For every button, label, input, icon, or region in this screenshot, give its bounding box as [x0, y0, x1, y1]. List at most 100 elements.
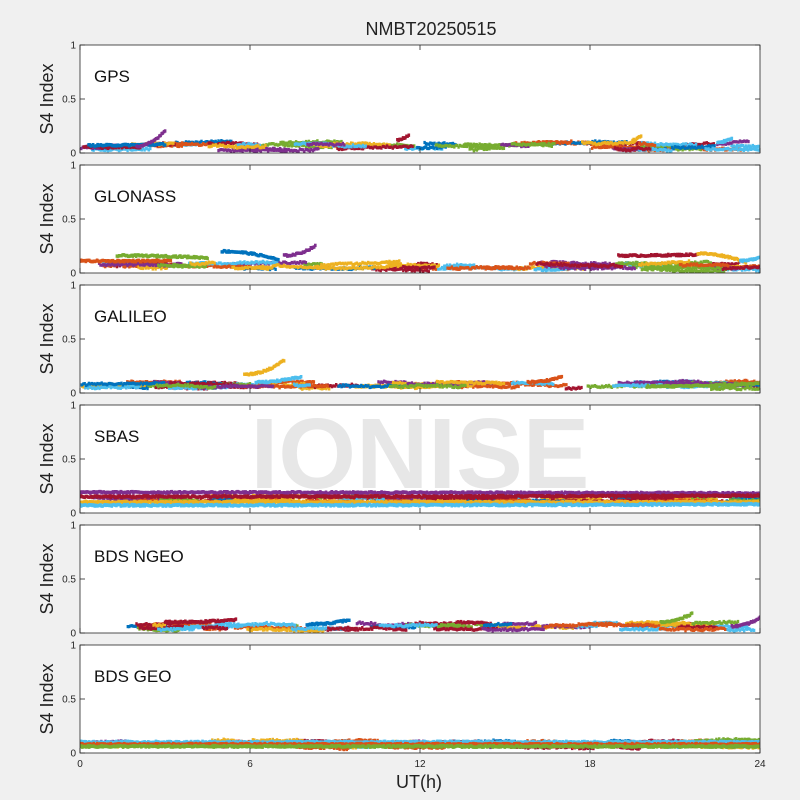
data-point — [549, 268, 552, 272]
data-point — [406, 262, 409, 266]
data-point — [188, 142, 191, 146]
data-point — [254, 265, 257, 269]
data-point — [705, 259, 708, 263]
data-point — [452, 267, 455, 271]
data-point — [284, 261, 288, 265]
data-point — [756, 148, 760, 152]
data-point — [616, 142, 619, 146]
y-tick-label: 1 — [70, 41, 76, 52]
data-point — [702, 141, 706, 145]
data-point — [437, 263, 441, 267]
data-point — [218, 148, 222, 152]
data-point — [667, 148, 670, 152]
data-point — [346, 146, 349, 150]
y-tick-label: 0.5 — [62, 215, 76, 226]
data-point — [130, 148, 133, 152]
data-point — [754, 145, 757, 149]
data-point — [393, 268, 396, 272]
data-point — [396, 142, 399, 146]
data-point — [250, 260, 253, 264]
data-point — [262, 143, 265, 147]
data-point — [669, 264, 672, 268]
data-point — [643, 265, 647, 269]
data-point — [578, 266, 581, 270]
data-point — [186, 142, 189, 147]
data-point — [564, 262, 567, 267]
data-point — [317, 142, 320, 146]
data-point — [487, 146, 490, 150]
data-point — [362, 141, 366, 145]
data-point — [599, 142, 602, 146]
data-point — [596, 145, 600, 149]
data-point — [147, 148, 150, 152]
data-point — [672, 142, 675, 146]
data-point — [641, 262, 644, 266]
data-point — [619, 265, 622, 269]
data-point — [422, 270, 425, 273]
data-point — [670, 149, 673, 153]
data-point — [232, 261, 235, 265]
data-point — [106, 263, 109, 267]
data-point — [202, 262, 205, 266]
data-point — [659, 268, 662, 272]
data-point — [526, 141, 529, 145]
data-point — [120, 146, 124, 150]
data-point — [685, 263, 689, 267]
data-point — [363, 145, 366, 149]
data-point — [251, 145, 254, 149]
data-point — [437, 141, 440, 145]
data-point — [698, 261, 701, 265]
data-point — [426, 264, 429, 268]
data-point — [126, 148, 129, 153]
data-point — [307, 262, 311, 266]
data-point — [570, 139, 573, 143]
data-point — [308, 380, 311, 384]
data-point — [275, 142, 278, 146]
data-point — [216, 144, 219, 148]
data-point — [560, 140, 563, 144]
data-point — [624, 144, 627, 148]
data-point — [500, 143, 503, 147]
data-point — [249, 265, 253, 270]
data-point — [686, 144, 689, 148]
data-point — [341, 141, 345, 145]
data-point — [385, 260, 388, 264]
data-point — [230, 145, 233, 149]
data-point — [713, 144, 716, 148]
data-point — [676, 145, 679, 149]
data-point — [758, 148, 760, 152]
data-point — [221, 143, 225, 147]
data-point — [758, 145, 760, 149]
data-point — [612, 142, 615, 146]
data-point — [745, 264, 749, 269]
data-point — [473, 144, 476, 148]
data-point — [487, 265, 490, 269]
data-point — [285, 265, 289, 269]
data-point — [574, 141, 577, 145]
data-point — [589, 141, 592, 145]
data-point — [407, 133, 411, 137]
data-point — [692, 146, 695, 150]
data-point — [212, 260, 215, 264]
data-point — [283, 144, 287, 148]
data-point — [699, 146, 702, 150]
data-point — [677, 148, 680, 152]
data-point — [726, 142, 729, 146]
data-point — [472, 142, 476, 146]
panel-label: GLONASS — [94, 187, 176, 206]
data-point — [564, 265, 567, 269]
data-point — [714, 267, 718, 271]
data-point — [642, 263, 645, 267]
data-point — [678, 263, 682, 267]
data-point — [431, 142, 435, 146]
data-point — [434, 145, 437, 149]
data-point — [419, 146, 422, 150]
data-point — [361, 143, 365, 147]
data-point — [746, 148, 750, 152]
data-point — [669, 261, 672, 265]
data-point — [603, 145, 607, 149]
data-point — [446, 266, 449, 270]
data-point — [317, 266, 320, 270]
data-point — [595, 263, 598, 267]
data-point — [373, 266, 376, 271]
